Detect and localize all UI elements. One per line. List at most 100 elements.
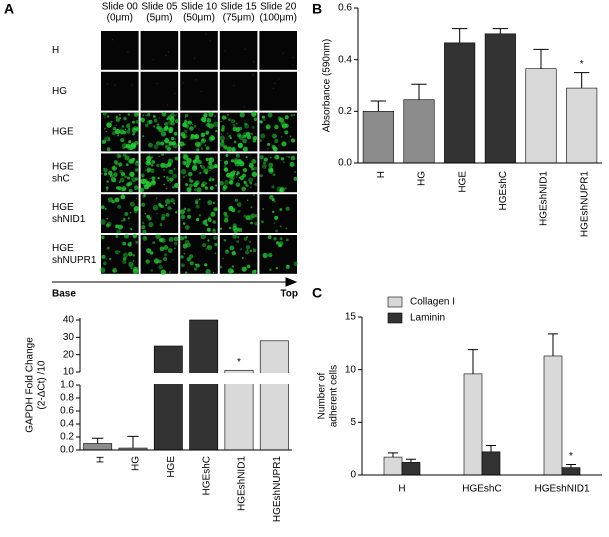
fluorescence xyxy=(119,169,123,174)
micrograph xyxy=(140,71,179,111)
fluorescence xyxy=(163,257,167,261)
fluorescence xyxy=(166,118,169,121)
fluorescence xyxy=(248,163,254,168)
fluorescence xyxy=(231,147,236,152)
fluorescence xyxy=(144,213,146,215)
fluorescence xyxy=(106,246,110,250)
micrograph xyxy=(101,71,139,111)
fluorescence xyxy=(145,180,149,185)
fluorescence xyxy=(121,125,125,128)
fluorescence xyxy=(144,123,149,128)
fluorescence xyxy=(162,127,167,132)
fluorescence xyxy=(145,259,150,264)
fluorescence xyxy=(209,40,211,42)
fluorescence xyxy=(121,220,123,222)
fluorescence xyxy=(172,142,178,149)
fluorescence xyxy=(187,226,189,228)
fluorescence xyxy=(261,163,267,169)
fluorescence xyxy=(174,156,179,161)
fluorescence xyxy=(194,136,197,138)
bar xyxy=(525,68,557,164)
fluorescence xyxy=(182,153,188,159)
fluorescence xyxy=(222,257,224,259)
fluorescence xyxy=(272,87,274,90)
y-axis-label: Absorbance (590nm) xyxy=(322,39,333,132)
axis-end: Top xyxy=(280,289,298,300)
error-bar xyxy=(486,445,496,452)
fluorescence xyxy=(141,225,146,230)
row-label: shNID1 xyxy=(52,214,86,225)
fluorescence xyxy=(135,160,139,164)
fluorescence xyxy=(284,187,287,190)
fluorescence xyxy=(276,241,280,245)
fluorescence xyxy=(117,204,122,209)
micrograph xyxy=(259,194,297,233)
column-header: (75μm) xyxy=(223,13,255,24)
fluorescence xyxy=(276,186,283,192)
fluorescence xyxy=(105,130,107,133)
fluorescence xyxy=(279,225,282,228)
fluorescence xyxy=(233,140,237,144)
fluorescence xyxy=(200,90,202,93)
fluorescence xyxy=(155,197,158,200)
fluorescence xyxy=(200,233,207,240)
fluorescence xyxy=(142,121,145,124)
fluorescence xyxy=(184,129,188,133)
fluorescence xyxy=(272,210,275,214)
fluorescence xyxy=(251,167,255,171)
fluorescence xyxy=(127,51,129,53)
fluorescence xyxy=(182,135,186,139)
fluorescence xyxy=(170,136,175,141)
fluorescence xyxy=(158,117,160,119)
fluorescence xyxy=(149,251,154,255)
fluorescence xyxy=(267,235,272,239)
fluorescence xyxy=(210,211,216,217)
fluorescence xyxy=(285,206,290,211)
fluorescence xyxy=(101,254,106,259)
fluorescence xyxy=(184,120,187,124)
fluorescence xyxy=(124,128,127,131)
fluorescence xyxy=(222,184,228,190)
fluorescence xyxy=(107,138,111,142)
fluorescence xyxy=(291,138,296,143)
fluorescence xyxy=(249,181,253,185)
fluorescence xyxy=(125,123,131,129)
fluorescence xyxy=(230,269,234,273)
fluorescence xyxy=(133,205,139,212)
fluorescence xyxy=(237,210,241,213)
fluorescence xyxy=(193,188,197,192)
fluorescence xyxy=(194,141,201,147)
fluorescence xyxy=(165,198,171,205)
y-tick-label: 10 xyxy=(63,367,75,378)
fluorescence xyxy=(192,159,197,164)
fluorescence xyxy=(267,112,273,118)
fluorescence xyxy=(173,167,176,170)
fluorescence xyxy=(114,84,116,86)
fluorescence xyxy=(199,171,202,174)
fluorescence xyxy=(110,120,113,123)
fluorescence xyxy=(279,187,285,193)
fluorescence xyxy=(173,202,176,205)
fluorescence xyxy=(239,248,243,251)
micrograph xyxy=(219,71,258,111)
fluorescence xyxy=(224,180,229,185)
fluorescence xyxy=(126,129,131,134)
fluorescence xyxy=(143,183,150,190)
fluorescence xyxy=(232,225,238,231)
fluorescence xyxy=(208,123,214,129)
fluorescence xyxy=(173,182,180,189)
fluorescence xyxy=(271,144,276,149)
fluorescence xyxy=(147,216,152,221)
fluorescence xyxy=(234,159,239,165)
fluorescence xyxy=(129,171,135,178)
fluorescence xyxy=(244,48,246,50)
fluorescence xyxy=(281,123,287,129)
fluorescence xyxy=(145,114,147,117)
fluorescence xyxy=(158,259,162,264)
fluorescence xyxy=(158,126,162,130)
row-label: H xyxy=(52,45,59,56)
fluorescence xyxy=(189,126,194,131)
fluorescence xyxy=(133,185,139,190)
fluorescence xyxy=(203,116,206,119)
x-tick-label: HG xyxy=(131,456,142,471)
